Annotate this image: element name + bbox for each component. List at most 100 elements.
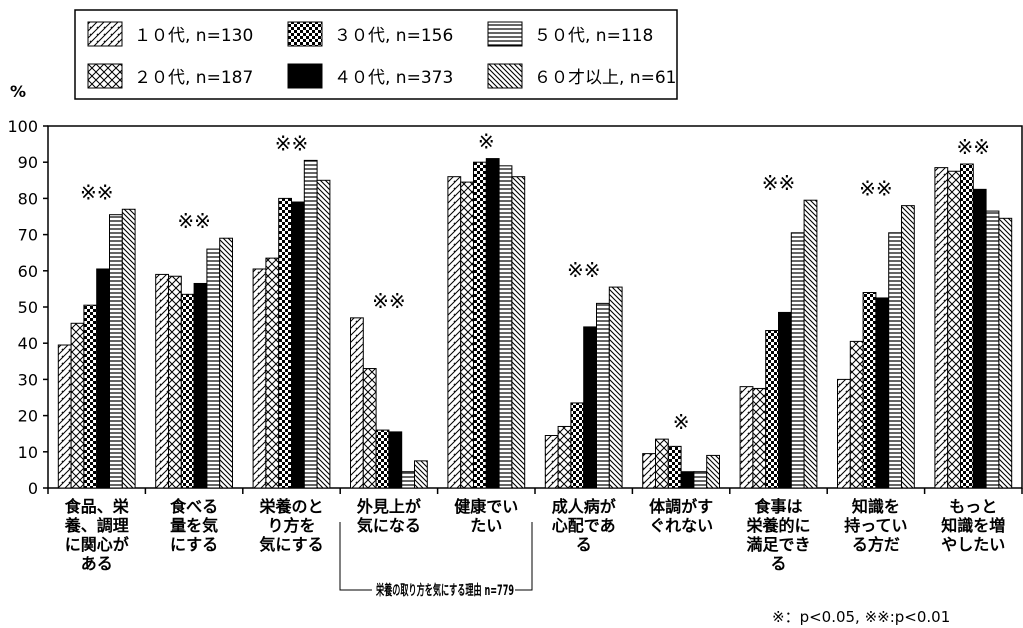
- bar: [849, 340, 864, 489]
- category-label: に関心が: [65, 535, 129, 554]
- bar: [642, 453, 657, 489]
- bar: [583, 326, 598, 489]
- category-label: り方を: [267, 516, 315, 535]
- y-axis: 0 10 20 30 40 50 60 70 80 90 100: [7, 117, 48, 498]
- bar: [972, 188, 987, 489]
- y-tick-label: 50: [18, 298, 38, 317]
- category-label: にする: [170, 535, 218, 554]
- category-label: 満足でき: [746, 535, 810, 554]
- category-label: もっと: [949, 497, 997, 516]
- bar: [109, 214, 123, 489]
- bar: [667, 445, 682, 489]
- legend-label: ２０代, n=187: [134, 68, 253, 88]
- bar: [596, 302, 610, 489]
- y-tick-label: 0: [28, 479, 38, 498]
- bar: [303, 159, 318, 489]
- bar: [960, 163, 974, 489]
- group-bracket-label: 栄養の取り方を気にする理由 n=779: [375, 582, 514, 599]
- significance-mark: ※: [673, 410, 690, 434]
- bar: [875, 297, 890, 489]
- category-label: 量を気: [170, 516, 218, 535]
- bar: [219, 237, 233, 489]
- category-label: 養、調理: [64, 516, 129, 535]
- y-tick-label: 30: [18, 370, 38, 389]
- bar: [57, 344, 72, 489]
- y-tick-label: 20: [18, 407, 38, 426]
- bar: [985, 210, 1000, 489]
- significance-mark: ※※: [762, 171, 796, 195]
- bar: [155, 273, 169, 489]
- significance-mark: ※※: [567, 258, 601, 282]
- bar: [414, 460, 428, 489]
- legend-swatch: [87, 21, 123, 47]
- bar: [837, 378, 851, 489]
- y-tick-label: 100: [7, 117, 38, 136]
- bar: [206, 248, 221, 489]
- significance-marks: ※※※※※※※※※※※※※※ ※※※※: [80, 130, 990, 435]
- bar: [570, 402, 585, 489]
- bar: [706, 454, 721, 489]
- significance-footnote: ※：p<0.05, ※※:p<0.01: [772, 608, 950, 626]
- significance-mark: ※※: [275, 131, 309, 155]
- bar: [888, 232, 903, 489]
- legend: １０代, n=130 ２０代, n=187 ３０代, n=156 ４０代, n=373…: [87, 21, 676, 89]
- category-label: 成人病が: [552, 497, 616, 516]
- bar: [998, 217, 1013, 489]
- legend-label: ４０代, n=373: [334, 68, 453, 88]
- bar: [265, 257, 280, 489]
- bar: [790, 232, 805, 489]
- y-tick-label: 10: [18, 443, 38, 462]
- category-label: 気になる: [357, 516, 421, 535]
- bar: [401, 471, 416, 489]
- significance-mark: ※: [478, 130, 495, 154]
- category-label: たい: [470, 516, 502, 535]
- bar: [693, 471, 708, 489]
- category-label: 外見上が: [356, 497, 421, 516]
- bar: [70, 322, 85, 489]
- category-label: 健康でい: [454, 497, 518, 516]
- category-label: 食事は: [753, 497, 802, 516]
- bar: [680, 471, 695, 489]
- bars: [47, 158, 1023, 494]
- significance-mark: ※※: [80, 180, 114, 204]
- bar: [193, 282, 208, 489]
- category-label: 栄養のと: [258, 497, 323, 516]
- category-label: る: [770, 554, 786, 573]
- bar: [557, 425, 572, 489]
- bar: [252, 268, 267, 489]
- legend-swatch: [487, 21, 523, 47]
- bar: [752, 387, 767, 489]
- bar: [498, 165, 513, 489]
- bar: [544, 435, 559, 489]
- category-label: 持ってい: [844, 516, 907, 535]
- bar: [803, 199, 818, 489]
- category-label: 食べる: [169, 497, 218, 516]
- group-bracket: [339, 522, 533, 591]
- bar: [180, 293, 195, 489]
- category-label: 知識を増: [941, 516, 1005, 535]
- category-label: ある: [81, 554, 113, 573]
- category-label: 体調がす: [649, 497, 713, 516]
- bar: [765, 330, 780, 489]
- significance-mark: ※※: [957, 135, 991, 159]
- bar: [291, 201, 305, 489]
- bar: [447, 176, 462, 489]
- category-label: 食品、栄: [64, 497, 130, 516]
- bar: [862, 292, 877, 489]
- bar: [739, 386, 754, 489]
- bar: [168, 275, 182, 489]
- y-axis-label: %: [10, 82, 26, 101]
- bar: [278, 197, 293, 489]
- bar: [362, 368, 377, 489]
- legend-swatch: [287, 21, 323, 47]
- bar: [375, 429, 390, 489]
- category-label: る方だ: [852, 535, 900, 554]
- significance-mark: ※※: [372, 289, 406, 313]
- bar: [778, 311, 792, 489]
- category-label: やしたい: [941, 535, 1005, 554]
- legend-swatch: [487, 63, 523, 89]
- category-label: 栄養的に: [745, 516, 810, 535]
- category-label: 心配であ: [552, 516, 616, 535]
